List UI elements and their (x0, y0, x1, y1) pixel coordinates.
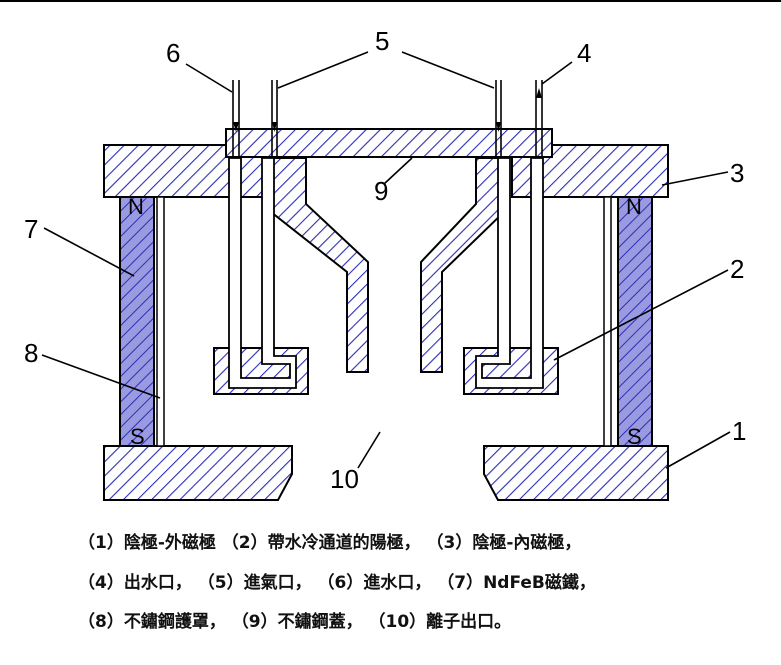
label-6: 6 (166, 38, 180, 68)
label-3: 3 (730, 158, 744, 188)
label-7: 7 (24, 214, 38, 244)
label-4: 4 (577, 38, 591, 68)
shield-right (603, 196, 612, 447)
magnet-right (617, 196, 653, 447)
bottom-plate-left (103, 445, 293, 501)
label-8: 8 (24, 338, 38, 368)
caption-line-3: （8）不鏽鋼護罩， （9）不鏽鋼蓋， （10）離子出口。 (78, 612, 512, 632)
ion-source-diagram: 6 5 4 3 9 7 2 8 1 10 N N S S (24, 26, 746, 501)
label-9: 9 (374, 176, 388, 206)
caption-line-2: （4）出水口， （5）進氣口， （6）進水口， （7）NdFeB磁鐵， (78, 573, 596, 593)
pole-s-right: S (627, 424, 642, 449)
bottom-plate-right (483, 445, 669, 501)
stainless-cover (225, 128, 553, 158)
flow-arrows (233, 88, 542, 132)
shield-left (156, 196, 165, 447)
caption-line-1: （1）陰極-外磁極 （2）帶水冷通道的陽極， （3）陰極-內磁極， (78, 533, 582, 553)
pole-s-left: S (130, 424, 145, 449)
leader-lines (41, 51, 731, 469)
pole-n-right: N (626, 194, 642, 219)
label-5: 5 (375, 26, 389, 56)
label-2: 2 (730, 254, 744, 284)
inner-wall-left (270, 157, 369, 373)
inner-wall-right (420, 157, 505, 373)
label-10: 10 (330, 464, 359, 494)
water-channel-left (228, 157, 297, 389)
magnet-left (119, 196, 155, 447)
pole-n-left: N (128, 194, 144, 219)
top-border-line (0, 0, 781, 2)
pipes (232, 80, 543, 158)
water-channel-right (475, 157, 544, 389)
label-1: 1 (732, 416, 746, 446)
